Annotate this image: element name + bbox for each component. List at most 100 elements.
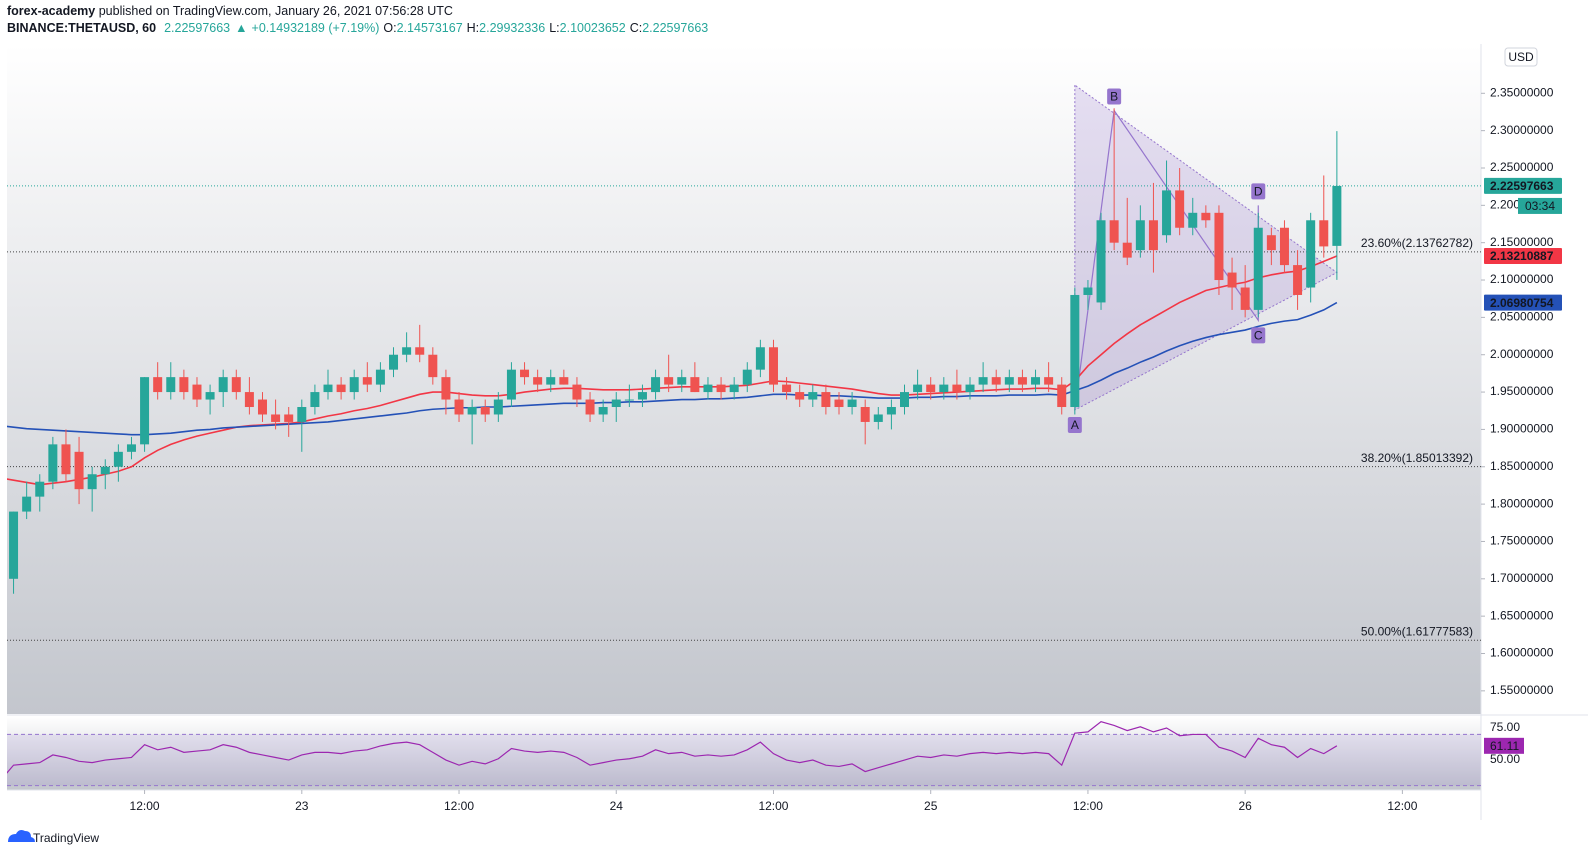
candle-body xyxy=(913,384,923,393)
y-tick-label: 2.05000000 xyxy=(1490,310,1554,324)
countdown-box xyxy=(1518,197,1562,214)
candle-body xyxy=(192,384,202,400)
candle-body xyxy=(1266,235,1276,251)
candle-body xyxy=(900,392,910,408)
open-value: 2.14573167 xyxy=(397,21,463,35)
candle-body xyxy=(126,444,136,452)
point-label-box xyxy=(1251,183,1266,200)
candle-body xyxy=(231,377,241,393)
candle-body xyxy=(389,354,399,370)
x-tick-label: 26 xyxy=(1238,799,1252,813)
x-tick-label: 12:00 xyxy=(758,799,788,813)
low-label: L: xyxy=(549,21,559,35)
candle-body xyxy=(624,399,634,401)
candle-body xyxy=(611,399,621,408)
candle-body xyxy=(1188,212,1198,228)
candle-body xyxy=(1044,377,1054,385)
y-tick-label: 2.25000000 xyxy=(1490,160,1554,174)
candle-body xyxy=(205,392,215,400)
axes: 1.55000000 1.60000000 1.65000000 1.70000000… xyxy=(130,47,1562,813)
candle-body xyxy=(978,377,988,385)
change: +0.14932189 (+7.19%) xyxy=(252,21,380,35)
ma-value-label: 2.06980754 xyxy=(1490,296,1554,310)
fib-label: 50.00%(1.61777583) xyxy=(1361,624,1473,638)
candle-body xyxy=(1332,185,1342,246)
point-label: A xyxy=(1071,418,1079,432)
candle-body xyxy=(1214,212,1224,281)
low-value: 2.10023652 xyxy=(560,21,626,35)
point-label: C xyxy=(1254,329,1263,343)
point-label: B xyxy=(1110,90,1118,104)
candle-body xyxy=(873,414,883,422)
rsi-line xyxy=(7,720,1338,774)
candle-body xyxy=(677,377,687,385)
point-label-box xyxy=(1107,88,1122,105)
y-tick-label: 2.30000000 xyxy=(1490,123,1554,137)
candle-body xyxy=(755,347,765,370)
candle-body xyxy=(991,377,1001,385)
candle-body xyxy=(1201,212,1211,221)
candle-body xyxy=(598,407,608,415)
candle-body xyxy=(480,407,490,415)
candle-body xyxy=(454,399,464,415)
high-value: 2.29932336 xyxy=(479,21,545,35)
y-tick-label: 2.00000000 xyxy=(1490,347,1554,361)
x-tick-label: 12:00 xyxy=(1387,799,1417,813)
candle-body xyxy=(1004,377,1014,385)
y-tick-label: 1.85000000 xyxy=(1490,459,1554,473)
candle-body xyxy=(1070,294,1080,408)
ma-value-box xyxy=(1484,248,1562,265)
candle-body xyxy=(1306,220,1316,288)
candle-body xyxy=(1279,227,1289,266)
last-price-box xyxy=(1484,177,1562,194)
candle-body xyxy=(140,377,150,445)
candle-body xyxy=(821,392,831,408)
rsi-value-label: 61.11 xyxy=(1490,739,1519,753)
candle-body xyxy=(74,451,84,490)
y-tick-label: 2.15000000 xyxy=(1490,235,1554,249)
candle-body xyxy=(441,377,451,400)
rsi-value-box xyxy=(1484,737,1524,754)
candle-body xyxy=(703,384,713,393)
candle-body xyxy=(244,392,254,408)
rsi-plot xyxy=(7,720,1481,787)
y-tick-label: 1.80000000 xyxy=(1490,496,1554,510)
candle-body xyxy=(271,414,281,422)
fib-label: 38.20%(1.85013392) xyxy=(1361,451,1473,465)
point-label: D xyxy=(1254,185,1263,199)
candle-body xyxy=(729,384,739,393)
candle-body xyxy=(664,377,674,385)
candle-body xyxy=(860,407,870,422)
author: forex-academy xyxy=(7,4,95,18)
candle-body xyxy=(533,377,543,385)
rsi-tick-label: 50.00 xyxy=(1490,752,1520,766)
candle-body xyxy=(166,377,176,393)
candle-body xyxy=(1162,190,1172,236)
triangle xyxy=(1074,84,1338,411)
candle-body xyxy=(965,384,975,393)
price-plot: 23.60%(2.13762782) 38.20%(1.85013392) 50.0… xyxy=(7,84,1481,641)
candle-body xyxy=(362,377,372,385)
candle-body xyxy=(87,474,97,490)
candle-body xyxy=(1253,227,1263,310)
y-tick-label: 2.35000000 xyxy=(1490,85,1554,99)
candle-body xyxy=(1240,287,1250,310)
candle-body xyxy=(716,384,726,393)
candle-body xyxy=(35,481,45,497)
close-value: 2.22597663 xyxy=(642,21,708,35)
brand: TradingView xyxy=(33,831,99,845)
candle-body xyxy=(939,384,949,393)
last-price: 2.22597663 xyxy=(164,21,230,35)
candle-body xyxy=(742,369,752,385)
fib-label: 23.60%(2.13762782) xyxy=(1361,236,1473,250)
candle-body xyxy=(349,377,359,393)
x-tick-label: 24 xyxy=(610,799,624,813)
candle-body xyxy=(782,384,792,393)
y-tick-label: 1.95000000 xyxy=(1490,384,1554,398)
candle-body xyxy=(520,369,530,378)
candle-body xyxy=(323,384,333,393)
candle-body xyxy=(1017,377,1027,385)
x-tick-label: 12:00 xyxy=(1073,799,1103,813)
